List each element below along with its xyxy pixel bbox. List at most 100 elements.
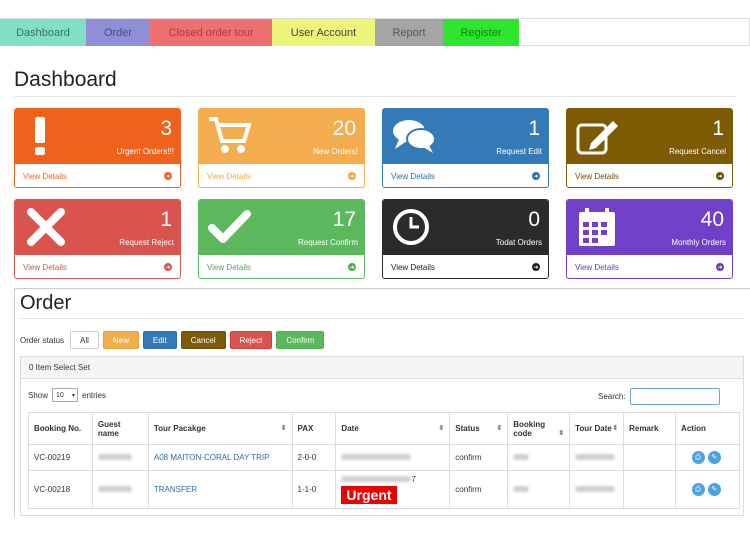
column-header[interactable]: Remark (623, 412, 677, 445)
selected-count: 0 Item Select Set (21, 357, 743, 379)
divider (20, 318, 744, 319)
pax: 2-0-0 (291, 444, 337, 471)
card-request-cancel: 1 Request Cancel View Details ➜ (566, 108, 733, 188)
nav-tab-report[interactable]: Report (375, 19, 443, 46)
booking-code (507, 470, 571, 509)
column-header-label: Booking code (513, 419, 546, 438)
column-header-label: PAX (297, 424, 314, 433)
column-header-label: Status (455, 424, 480, 433)
nav-tab-closed-order-tour[interactable]: Closed order tour (150, 19, 272, 46)
table-row: VC-00219 A08 MAITON-CORAL DAY TRIP 2-0-0 co… (28, 444, 740, 471)
filter-all-button[interactable]: All (70, 331, 99, 349)
entries-control: Show 10 ▾ entries (28, 388, 106, 402)
cart-icon (207, 115, 253, 157)
column-header-label: Tour Pacakge (153, 424, 206, 433)
card-label: Monthly Orders (671, 238, 726, 247)
order-status-bar: Order status All New Edit Cancel Reject Confi… (20, 331, 325, 349)
date: 7 Urgent (335, 470, 451, 509)
entries-value: 10 (56, 391, 64, 399)
card-body: 17 Request Confirm (199, 200, 364, 255)
nav-tab-register[interactable]: Register (443, 19, 519, 46)
nav-tab-user-account[interactable]: User Account (272, 19, 375, 46)
card-label: Request Cancel (669, 147, 726, 156)
card-body: 20 New Orders! (199, 109, 364, 164)
column-header[interactable]: Tour Pacakge ⬍ (147, 412, 293, 445)
card-count: 40 (700, 208, 724, 231)
card-count: 1 (528, 117, 540, 140)
view-details-link[interactable]: View Details ➜ (15, 164, 180, 187)
check-icon (207, 206, 253, 248)
card-label: Request Confirm (297, 238, 358, 247)
print-icon[interactable]: ⎙ (691, 451, 705, 464)
edit-icon[interactable]: ✎ (707, 451, 721, 464)
column-header[interactable]: Booking code ⬍ (507, 412, 571, 445)
card-todat-orders: 0 Todat Orders View Details ➜ (382, 199, 549, 279)
column-header-label: Date (341, 424, 359, 433)
chevron-down-icon: ▾ (72, 392, 76, 399)
card-count: 0 (528, 208, 540, 231)
card-label: Request Edit (496, 147, 542, 156)
filter-cancel-button[interactable]: Cancel (180, 331, 226, 349)
view-details-link[interactable]: View Details ➜ (383, 255, 548, 278)
clock-icon (391, 206, 437, 248)
arrow-right-icon: ➜ (716, 172, 724, 180)
arrow-right-icon: ➜ (348, 263, 356, 271)
guest-name (91, 470, 149, 509)
edit-icon (575, 115, 621, 157)
view-details-link[interactable]: View Details ➜ (567, 164, 732, 187)
exclamation-icon (23, 115, 69, 157)
sort-icon: ⬍ (612, 425, 619, 432)
search-control: Search: (598, 388, 720, 405)
order-status-label: Order status (20, 335, 65, 345)
date-suffix: 7 (411, 475, 416, 484)
arrow-right-icon: ➜ (532, 263, 540, 271)
tour-package[interactable]: TRANSFER (147, 470, 293, 509)
card-body: 1 Request Reject (15, 200, 180, 255)
remark (623, 470, 677, 509)
column-header[interactable]: Status ⬍ (449, 412, 509, 445)
tour-date (569, 470, 625, 509)
filter-reject-button[interactable]: Reject (229, 331, 273, 349)
status: confirm (449, 470, 509, 509)
view-details-text: View Details (23, 171, 67, 181)
filter-confirm-button[interactable]: Confirm (276, 331, 325, 349)
view-details-link[interactable]: View Details ➜ (567, 255, 732, 278)
card-monthly-orders: 40 Monthly Orders View Details ➜ (566, 199, 733, 279)
column-header[interactable]: Action (675, 412, 740, 445)
filter-edit-button[interactable]: Edit (142, 331, 177, 349)
column-header-label: Action (681, 424, 706, 433)
search-input[interactable] (629, 388, 720, 405)
view-details-link[interactable]: View Details ➜ (383, 164, 548, 187)
orders-box: 0 Item Select Set (20, 356, 744, 516)
view-details-link[interactable]: View Details ➜ (15, 255, 180, 278)
view-details-text: View Details (207, 262, 251, 272)
column-header[interactable]: Tour Date ⬍ (569, 412, 625, 445)
column-header[interactable]: Guest name (91, 412, 149, 445)
tour-package[interactable]: A08 MAITON-CORAL DAY TRIP (147, 444, 293, 471)
column-header[interactable]: PAX (291, 412, 337, 445)
action-cell: ⎙ ✎ (675, 444, 740, 471)
view-details-link[interactable]: View Details ➜ (199, 255, 364, 278)
print-icon[interactable]: ⎙ (691, 483, 705, 496)
top-navigation: Dashboard Order Closed order tour User Acco… (0, 18, 750, 46)
card-new-orders: 20 New Orders! View Details ➜ (198, 108, 365, 188)
entries-select[interactable]: 10 ▾ (52, 388, 79, 402)
nav-tab-dashboard[interactable]: Dashboard (0, 19, 86, 46)
view-details-link[interactable]: View Details ➜ (199, 164, 364, 187)
edit-icon[interactable]: ✎ (707, 483, 721, 496)
sort-icon: ⬍ (438, 425, 445, 432)
column-header[interactable]: Booking No. (28, 412, 93, 445)
arrow-right-icon: ➜ (348, 172, 356, 180)
column-header[interactable]: Date ⬍ (335, 412, 451, 445)
sort-icon: ⬍ (496, 425, 503, 432)
page-title: Dashboard (14, 68, 117, 91)
card-request-reject: 1 Request Reject View Details ➜ (14, 199, 181, 279)
booking-code (507, 444, 571, 471)
arrow-right-icon: ➜ (164, 263, 172, 271)
nav-tab-order[interactable]: Order (86, 19, 150, 46)
card-body: 1 Request Cancel (567, 109, 732, 164)
card-count: 17 (332, 208, 356, 231)
column-header-label: Tour Date (575, 424, 612, 433)
filter-new-button[interactable]: New (102, 331, 139, 349)
view-details-text: View Details (391, 262, 435, 272)
